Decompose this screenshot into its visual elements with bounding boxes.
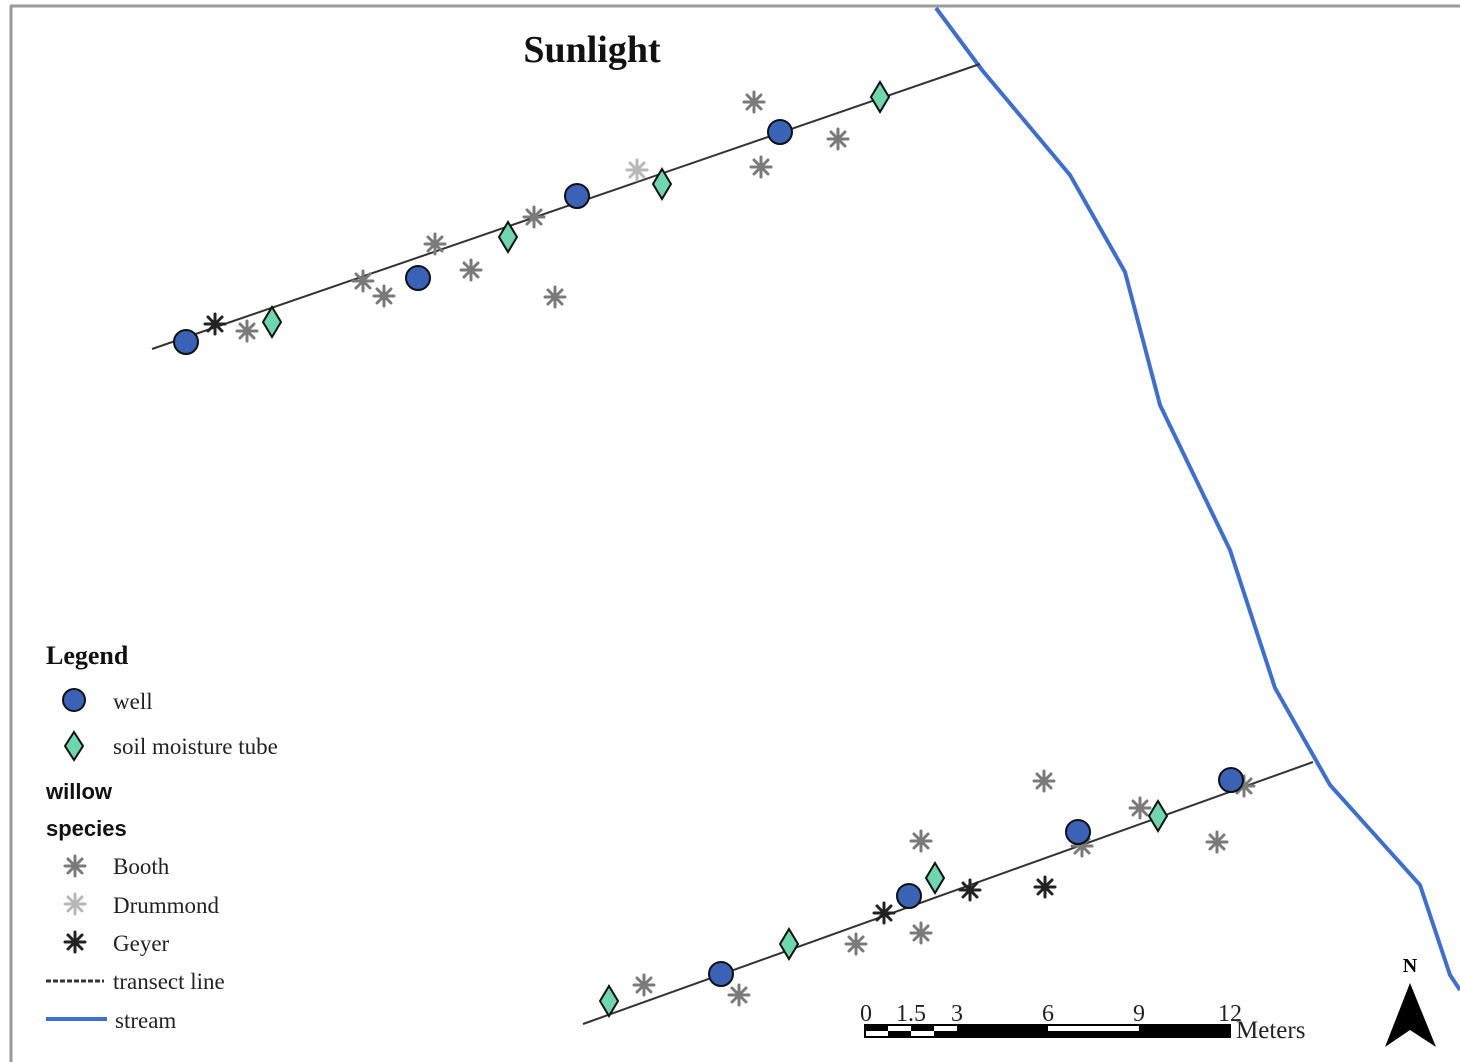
booth-willow-marker — [235, 319, 259, 343]
legend-item-drummond: Drummond — [63, 892, 220, 918]
booth-willow-marker — [1128, 796, 1152, 820]
booth-willow-marker — [844, 932, 868, 956]
well-marker — [896, 883, 922, 909]
legend-group-heading-line1: willow — [45, 779, 113, 804]
soil-moisture-tube-marker — [598, 984, 620, 1018]
well-marker — [767, 119, 793, 145]
legend-label-geyer: Geyer — [113, 931, 170, 956]
geyer-willow-marker — [958, 878, 982, 902]
booth-willow-marker — [522, 205, 546, 229]
legend-label-transect-line: transect line — [113, 969, 225, 994]
legend-label-stream: stream — [115, 1008, 176, 1033]
scale-bar-segment — [888, 1031, 911, 1037]
booth-willow-marker — [1205, 830, 1229, 854]
well-icon — [62, 688, 86, 712]
booth-willow-icon — [63, 854, 87, 878]
scale-bar-segment — [911, 1025, 934, 1031]
transect-line-north — [151, 63, 981, 350]
booth-willow-marker — [749, 155, 773, 179]
scale-tick-0: 0 — [860, 1001, 872, 1027]
booth-willow-marker — [909, 829, 933, 853]
booth-willow-marker — [826, 127, 850, 151]
booth-willow-marker — [459, 258, 483, 282]
soil-moisture-tube-marker — [651, 167, 673, 201]
north-arrow: N — [1385, 955, 1436, 1047]
north-arrow-icon — [1385, 983, 1436, 1047]
soil-moisture-tube-marker — [497, 220, 519, 254]
scale-bar-segment — [934, 1031, 957, 1037]
booth-willow-marker — [423, 232, 447, 256]
legend-label-booth: Booth — [113, 854, 170, 879]
soil-moisture-tube-marker — [1147, 799, 1169, 833]
booth-willow-marker — [909, 921, 933, 945]
scale-unit: Meters — [1236, 1017, 1305, 1044]
geyer-willow-marker — [872, 901, 896, 925]
legend-item-geyer: Geyer — [63, 930, 170, 956]
soil-moisture-tube-marker — [261, 305, 283, 339]
soil-moisture-tube-marker — [778, 927, 800, 961]
soil-moisture-tube-icon — [63, 730, 85, 762]
soil-moisture-tube-marker — [924, 861, 946, 895]
well-marker — [708, 961, 734, 987]
booth-willow-marker — [1032, 769, 1056, 793]
legend: Legend well soil moisture tube willow sp… — [45, 641, 278, 1033]
booth-willow-marker — [543, 285, 567, 309]
booth-willow-marker — [742, 90, 766, 114]
legend-group-heading-line2: species — [46, 816, 127, 841]
geyer-willow-icon — [63, 930, 87, 954]
booth-willow-marker — [351, 269, 375, 293]
booth-willow-marker — [727, 983, 751, 1007]
scale-tick-1-5: 1.5 — [896, 1001, 926, 1027]
scale-tick-6: 6 — [1042, 1001, 1054, 1027]
legend-item-booth: Booth — [63, 854, 170, 879]
legend-label-drummond: Drummond — [113, 893, 220, 918]
scale-bar-segment — [1048, 1031, 1139, 1037]
geyer-willow-marker — [203, 312, 227, 336]
north-arrow-label: N — [1403, 955, 1418, 977]
map-markers — [173, 80, 1256, 1018]
well-marker — [173, 329, 199, 355]
legend-item-soil-moisture-tube: soil moisture tube — [63, 730, 278, 762]
transect-line-south — [582, 761, 1314, 1025]
scale-tick-3: 3 — [951, 1001, 963, 1027]
well-marker — [405, 265, 431, 291]
geyer-willow-marker — [1033, 875, 1057, 899]
well-marker — [1065, 819, 1091, 845]
well-marker — [1218, 767, 1244, 793]
legend-item-well: well — [62, 688, 153, 714]
booth-willow-marker — [632, 973, 656, 997]
legend-label-well: well — [113, 689, 153, 714]
map-title: Sunlight — [523, 29, 661, 71]
drummond-willow-icon — [63, 892, 87, 916]
soil-moisture-tube-marker — [869, 80, 891, 114]
scale-bar-segment — [1139, 1025, 1230, 1037]
scale-tick-9: 9 — [1133, 1001, 1145, 1027]
legend-label-soil-moisture-tube: soil moisture tube — [113, 734, 278, 759]
drummond-willow-marker — [625, 158, 649, 182]
legend-item-stream: stream — [46, 1008, 176, 1033]
scale-bar: 0 1.5 3 6 9 12 Meters — [860, 1001, 1305, 1044]
scale-bar-segment — [957, 1025, 1048, 1037]
booth-willow-marker — [372, 284, 396, 308]
scale-bar-segment — [865, 1025, 888, 1031]
scale-tick-12: 12 — [1218, 1001, 1242, 1027]
legend-heading: Legend — [46, 641, 129, 670]
stream — [934, 6, 1460, 992]
legend-item-transect-line: transect line — [46, 969, 225, 994]
well-marker — [564, 183, 590, 209]
